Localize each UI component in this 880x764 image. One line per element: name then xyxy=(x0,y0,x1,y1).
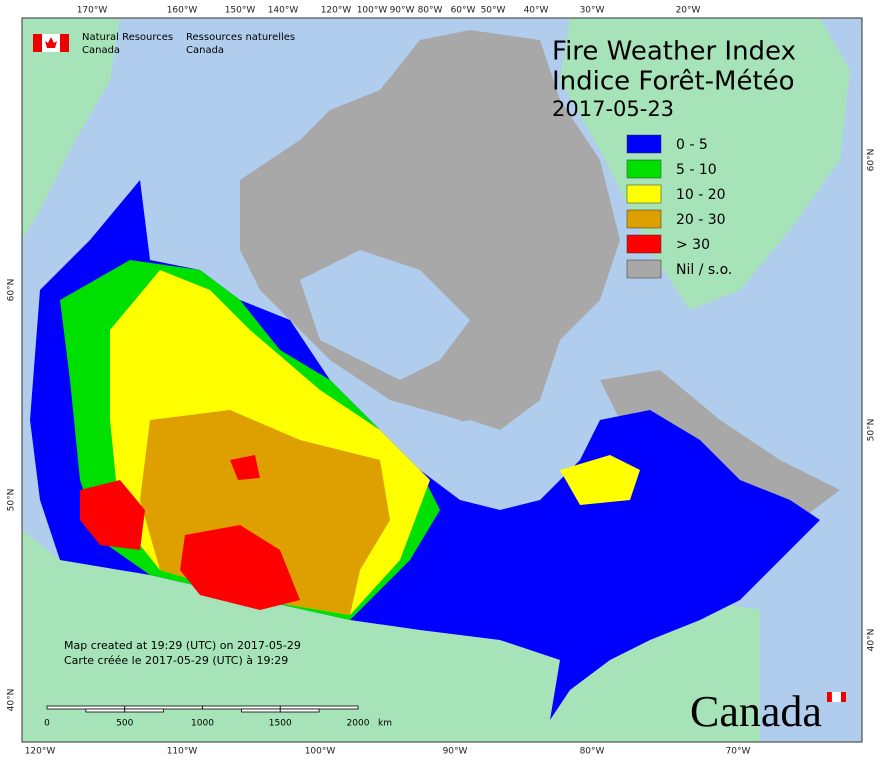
lat-label-left: 60°N xyxy=(7,279,17,302)
scale-segment xyxy=(46,705,126,710)
scale-segment xyxy=(279,705,359,710)
lon-label-top: 100°W xyxy=(357,6,388,16)
legend-swatch xyxy=(626,184,662,204)
maple-leaf xyxy=(45,37,57,48)
scale-unit: km xyxy=(378,719,392,729)
lon-label-top: 50°W xyxy=(481,6,506,16)
hudson-channel xyxy=(300,250,470,380)
lon-label-top: 150°W xyxy=(225,6,256,16)
lat-label-left: 50°N xyxy=(7,489,17,512)
scale-tick-label: 1000 xyxy=(191,719,214,729)
scale-segment xyxy=(124,705,203,710)
lon-label-top: 20°W xyxy=(676,6,701,16)
labrador-nil xyxy=(600,370,840,520)
zone-10-20-quebec xyxy=(560,455,640,505)
legend-label: > 30 xyxy=(676,237,710,253)
lon-label-top: 40°W xyxy=(524,6,549,16)
lat-label-right: 40°N xyxy=(867,629,877,652)
flag-left xyxy=(33,34,42,52)
lon-label-top: 30°W xyxy=(580,6,605,16)
lon-label-top: 90°W xyxy=(390,6,415,16)
map-frame xyxy=(21,17,863,743)
agency-fr-name: Ressources naturelles xyxy=(186,32,295,43)
graticule-labels: 170°W 160°W 150°W 140°W 120°W 100°W 90°W 80°W 60… xyxy=(7,6,877,757)
agency-fr-country: Canada xyxy=(186,45,224,56)
lon-label-top: 80°W xyxy=(418,6,443,16)
legend-label: 5 - 10 xyxy=(676,162,717,178)
legend-label: 0 - 5 xyxy=(676,137,708,153)
scale-segment-half xyxy=(85,708,126,713)
scale-segment xyxy=(202,705,281,710)
title-en: Fire Weather Index xyxy=(552,37,796,67)
legend-label: 10 - 20 xyxy=(676,187,726,203)
lon-label-top: 60°W xyxy=(451,6,476,16)
legend: 0 - 5 5 - 10 10 - 20 20 - 30 > 30 Nil / s.o. xyxy=(626,134,732,279)
lon-label-bottom: 100°W xyxy=(305,747,336,757)
legend-swatch xyxy=(626,134,662,154)
legend-swatch xyxy=(626,234,662,254)
lon-label-top: 170°W xyxy=(77,6,108,16)
legend-label: 20 - 30 xyxy=(676,212,726,228)
wm-flag-right xyxy=(841,692,846,702)
flag-right xyxy=(60,34,69,52)
note-fr: Carte créée le 2017-05-29 (UTC) à 19:29 xyxy=(64,654,288,667)
agency-en-name: Natural Resources xyxy=(82,32,173,43)
scale-segment-half xyxy=(240,708,281,713)
russia-land xyxy=(22,18,120,240)
canada-wordmark: Canada xyxy=(690,687,822,736)
legend-swatch xyxy=(626,259,662,279)
scale-segment-half xyxy=(279,708,320,713)
scale-tick-label: 1500 xyxy=(269,719,292,729)
map-date: 2017-05-23 xyxy=(552,97,674,121)
lon-label-bottom: 70°W xyxy=(726,747,751,757)
zone-over-30 xyxy=(180,525,300,610)
wm-flag-center xyxy=(831,691,842,703)
lon-label-top: 140°W xyxy=(268,6,299,16)
lon-label-top: 120°W xyxy=(321,6,352,16)
lat-label-left: 40°N xyxy=(7,689,17,712)
lat-label-right: 60°N xyxy=(867,149,877,172)
scale-segment-half xyxy=(124,708,165,713)
scale-tick-label: 2000 xyxy=(347,719,370,729)
lon-label-bottom: 80°W xyxy=(580,747,605,757)
agency-signature: Natural Resources Canada Ressources natu… xyxy=(33,32,295,56)
wm-flag-left xyxy=(827,692,832,702)
scale-tick-label: 0 xyxy=(44,719,50,729)
legend-label: Nil / s.o. xyxy=(676,262,732,278)
usa-land xyxy=(22,530,760,742)
lon-label-bottom: 120°W xyxy=(25,747,56,757)
legend-swatch xyxy=(626,159,662,179)
scale-tick-label: 500 xyxy=(116,719,133,729)
lat-label-right: 50°N xyxy=(867,419,877,442)
atlantic xyxy=(760,590,862,742)
lon-label-bottom: 110°W xyxy=(167,747,198,757)
title-fr: Indice Forêt-Météo xyxy=(552,67,795,97)
wordmark-flag xyxy=(827,691,846,703)
lon-label-bottom: 90°W xyxy=(443,747,468,757)
greenland xyxy=(560,18,850,310)
agency-en-country: Canada xyxy=(82,45,120,56)
lon-label-top: 160°W xyxy=(167,6,198,16)
zone-over-30-ab xyxy=(230,455,260,480)
scale-bar: 0 500 1000 1500 2000 km xyxy=(44,705,392,729)
note-en: Map created at 19:29 (UTC) on 2017-05-29 xyxy=(64,639,301,652)
zone-over-30-bc xyxy=(80,480,145,550)
legend-swatch xyxy=(626,209,662,229)
